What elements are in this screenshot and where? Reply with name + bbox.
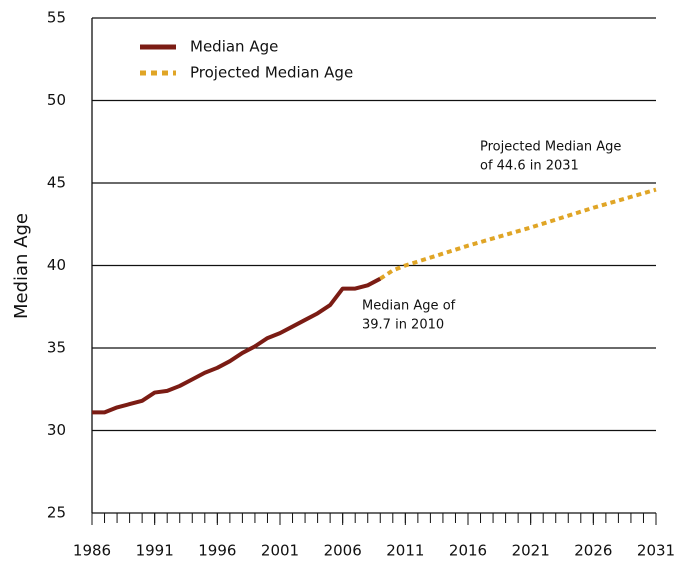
annotation: Median Age of xyxy=(362,299,456,314)
legend-label: Median Age xyxy=(190,38,278,56)
y-tick-label: 45 xyxy=(47,174,66,192)
series-line xyxy=(379,187,657,281)
x-tick-label: 1986 xyxy=(73,542,111,560)
y-tick-label: 30 xyxy=(47,421,66,439)
legend-label: Projected Median Age xyxy=(190,64,353,82)
y-tick-label: 55 xyxy=(47,9,66,27)
x-tick-label: 2031 xyxy=(637,542,675,560)
series-line xyxy=(92,276,382,415)
y-tick-label: 50 xyxy=(47,91,66,109)
y-tick-label: 25 xyxy=(47,504,66,522)
x-tick-label: 2026 xyxy=(574,542,612,560)
annotation: of 44.6 in 2031 xyxy=(480,159,579,174)
x-tick-label: 2006 xyxy=(324,542,362,560)
x-tick-label: 1991 xyxy=(136,542,174,560)
x-tick-label: 2001 xyxy=(261,542,299,560)
x-tick-label: 2021 xyxy=(512,542,550,560)
x-tick-label: 2011 xyxy=(386,542,424,560)
y-axis-label: Median Age xyxy=(11,213,32,319)
annotation: 39.7 in 2010 xyxy=(362,318,444,333)
x-tick-label: 1996 xyxy=(198,542,236,560)
y-tick-label: 40 xyxy=(47,256,66,274)
annotation: Projected Median Age xyxy=(480,140,621,155)
y-tick-label: 35 xyxy=(47,339,66,357)
x-tick-label: 2016 xyxy=(449,542,487,560)
